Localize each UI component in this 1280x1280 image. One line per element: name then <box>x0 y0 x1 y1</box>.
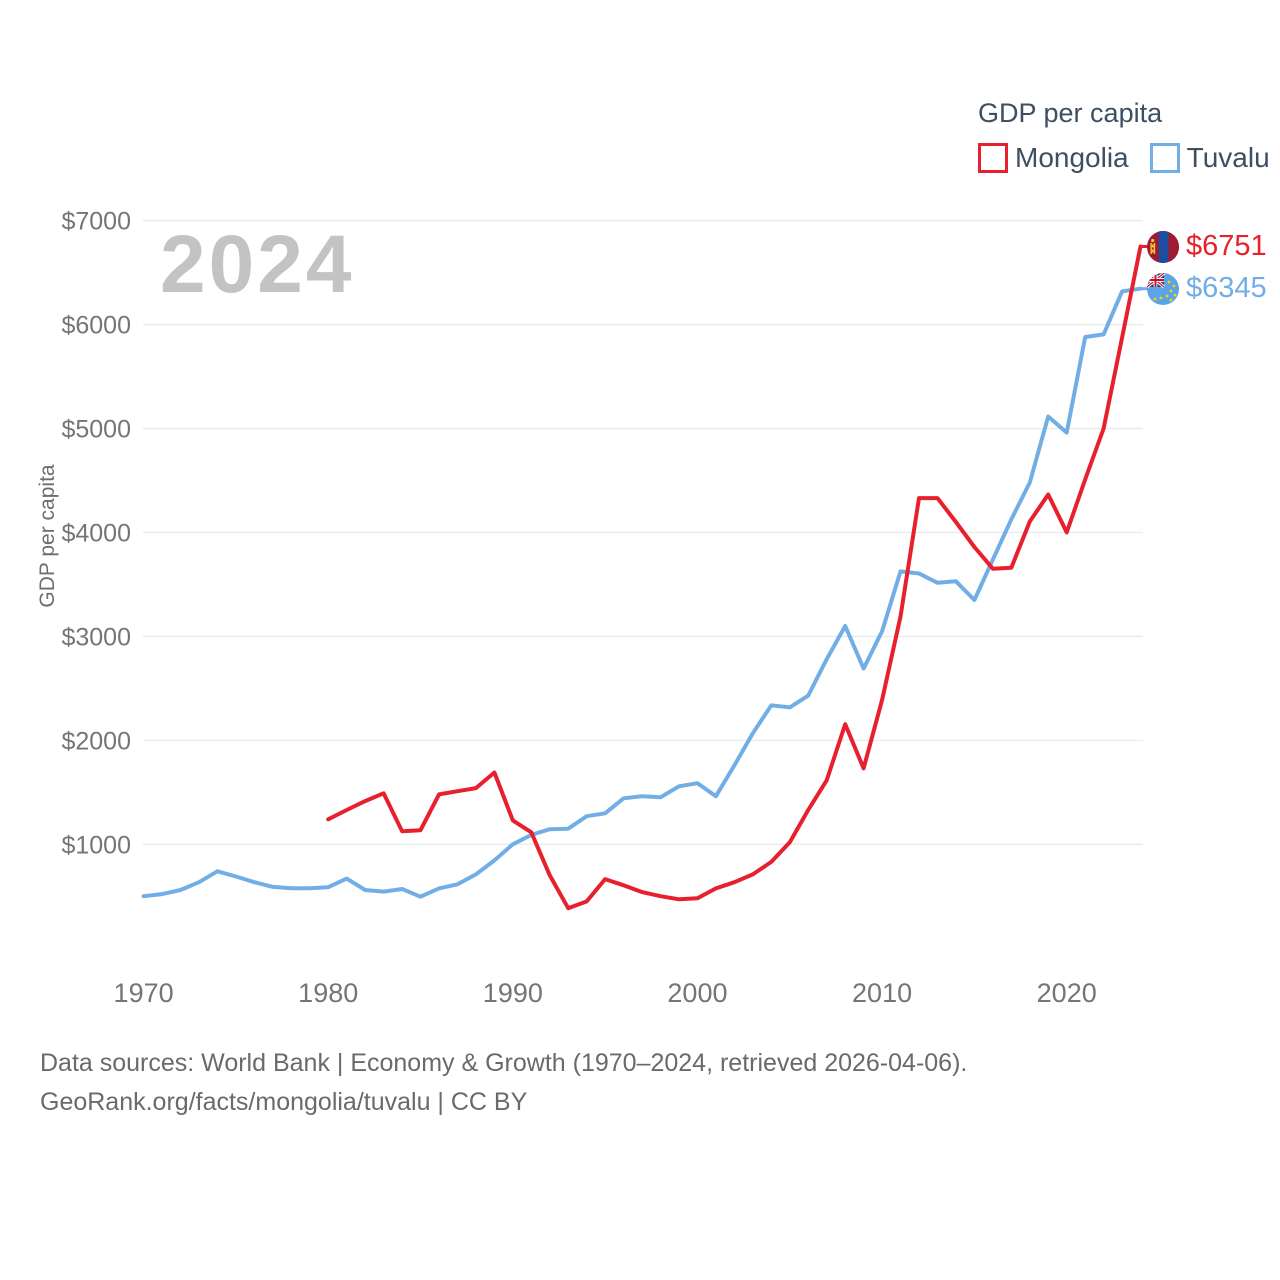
legend-label-tuvalu: Tuvalu <box>1186 142 1270 173</box>
y-tick-label: $3000 <box>61 623 131 651</box>
chart-legend: GDP per capita Mongolia Tuvalu <box>978 98 1270 174</box>
x-tick-label: 2010 <box>852 978 912 1008</box>
legend-label-mongolia: Mongolia <box>1015 142 1129 173</box>
series-line-tuvalu <box>141 286 1143 899</box>
y-tick-label: $2000 <box>61 727 131 755</box>
tuvalu-end-value: $6345 <box>1186 272 1267 304</box>
x-tick-label: 2000 <box>667 978 727 1008</box>
x-tick-label: 1980 <box>298 978 358 1008</box>
year-watermark: 2024 <box>160 219 355 310</box>
mongolia-swatch-icon <box>978 143 1008 173</box>
y-tick-label: $1000 <box>61 831 131 859</box>
footer-link: GeoRank.org/facts/mongolia/tuvalu | CC B… <box>40 1088 528 1116</box>
x-tick-label: 2020 <box>1037 978 1097 1008</box>
attribution-footer: Data sources: World Bank | Economy & Gro… <box>40 1044 967 1122</box>
end-label-mongolia: $6751 <box>1147 230 1267 263</box>
footer-sources: Data sources: World Bank | Economy & Gro… <box>40 1049 968 1077</box>
legend-item-mongolia[interactable]: Mongolia <box>978 142 1150 174</box>
x-tick-label: 1970 <box>114 978 174 1008</box>
tuvalu-flag-icon <box>1147 272 1179 305</box>
tuvalu-swatch-icon <box>1149 143 1180 173</box>
y-tick-label: $7000 <box>61 208 131 236</box>
end-label-tuvalu: $6345 <box>1147 272 1267 305</box>
y-tick-label: $5000 <box>61 415 131 443</box>
mongolia-end-value: $6751 <box>1186 230 1267 262</box>
legend-item-tuvalu[interactable]: Tuvalu <box>1149 142 1270 174</box>
mongolia-flag-icon <box>1147 230 1179 263</box>
y-tick-label: $6000 <box>61 312 131 340</box>
series-line-mongolia <box>326 244 1143 911</box>
y-tick-label: $4000 <box>61 519 131 547</box>
legend-title: GDP per capita <box>978 98 1163 128</box>
x-tick-label: 1990 <box>483 978 543 1008</box>
y-axis-title: GDP per capita <box>36 464 59 608</box>
legend-items: Mongolia Tuvalu <box>978 142 1270 174</box>
